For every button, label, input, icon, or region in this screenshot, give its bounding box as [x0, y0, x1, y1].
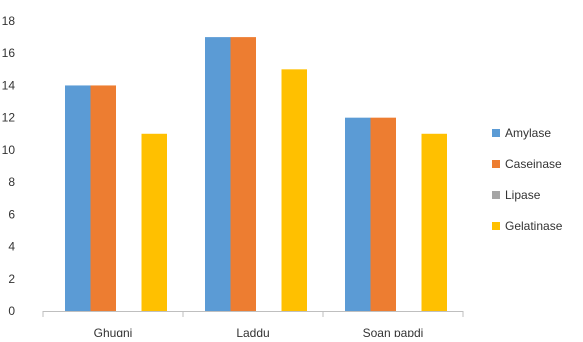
legend-swatch-lipase — [492, 191, 500, 199]
legend-label-amylase: Amylase — [505, 126, 551, 140]
x-axis-tick-labels: Ghugni Laddu Soan papdi — [94, 326, 424, 340]
y-tick-label: 0 — [8, 304, 15, 318]
bar-amylase-soan-papdi — [345, 117, 371, 312]
legend-swatch-caseinase — [492, 160, 500, 168]
bar-caseinase-soan-papdi — [370, 117, 396, 312]
legend-swatch-gelatinase — [492, 222, 500, 230]
x-axis-tick-marks — [42, 311, 464, 317]
chart-legend: Amylase Caseinase Lipase Gelatinase — [492, 126, 563, 233]
bar-gelatinase-laddu — [281, 69, 307, 311]
bar-gelatinase-ghugni — [141, 133, 167, 311]
legend-label-lipase: Lipase — [505, 188, 541, 202]
y-tick-label: 10 — [2, 143, 16, 157]
y-tick-label: 2 — [8, 272, 15, 286]
y-tick-label: 4 — [8, 240, 15, 254]
x-tick-label: Ghugni — [94, 326, 133, 337]
legend-label-gelatinase: Gelatinase — [505, 219, 563, 233]
y-axis-tick-labels: 0 2 4 6 8 10 12 14 16 18 — [2, 14, 16, 318]
y-tick-label: 8 — [8, 175, 15, 189]
bar-amylase-laddu — [205, 37, 231, 311]
legend-swatch-amylase — [492, 129, 500, 137]
legend-label-caseinase: Caseinase — [505, 157, 562, 171]
bar-series-group — [65, 37, 447, 312]
bar-gelatinase-soan-papdi — [421, 133, 447, 311]
x-tick-label: Laddu — [236, 326, 269, 337]
x-tick-label: Soan papdi — [363, 326, 424, 337]
y-tick-label: 14 — [2, 78, 16, 92]
y-tick-label: 12 — [2, 111, 16, 125]
bar-caseinase-ghugni — [90, 85, 116, 311]
y-tick-label: 18 — [2, 14, 16, 28]
bar-caseinase-laddu — [230, 37, 256, 311]
y-tick-label: 16 — [2, 46, 16, 60]
bar-amylase-ghugni — [65, 85, 91, 311]
y-tick-label: 6 — [8, 207, 15, 221]
